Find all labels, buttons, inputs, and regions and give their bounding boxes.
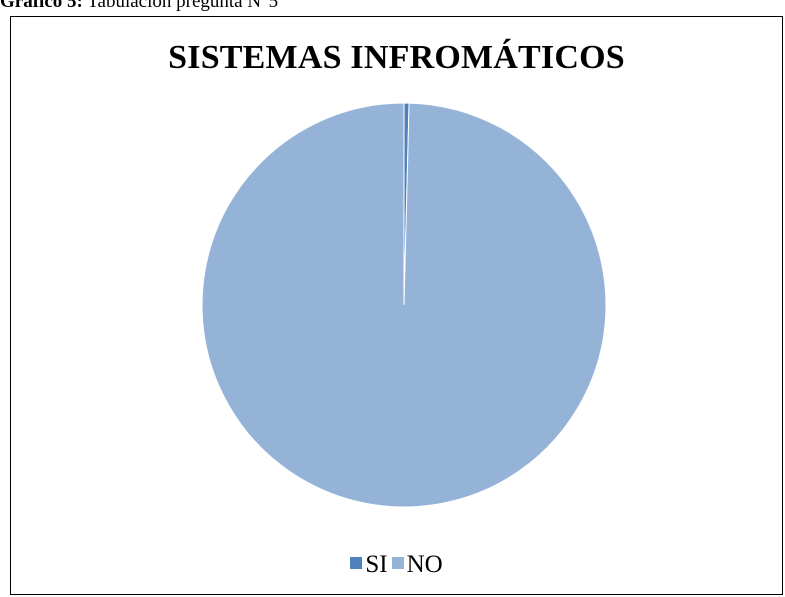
legend-item-no: NO [391,551,443,579]
legend-item-si: SI [350,551,388,579]
caption-text: Tabulación pregunta N°5 [82,0,279,12]
caption-label: Gráfico 5: [0,0,83,12]
pie-chart [201,102,607,508]
figure-caption: Gráfico 5: Tabulación pregunta N°5 [0,0,278,13]
pie-slice-no [201,102,607,508]
legend-label-si: SI [365,551,388,578]
chart-area: SISTEMAS INFROMÁTICOS SI NO [10,16,783,595]
chart-title: SISTEMAS INFROMÁTICOS [168,39,625,76]
chart-legend: SI NO [11,551,782,579]
legend-label-no: NO [406,551,443,578]
legend-swatch-no [391,557,404,569]
legend-swatch-si [350,557,363,569]
